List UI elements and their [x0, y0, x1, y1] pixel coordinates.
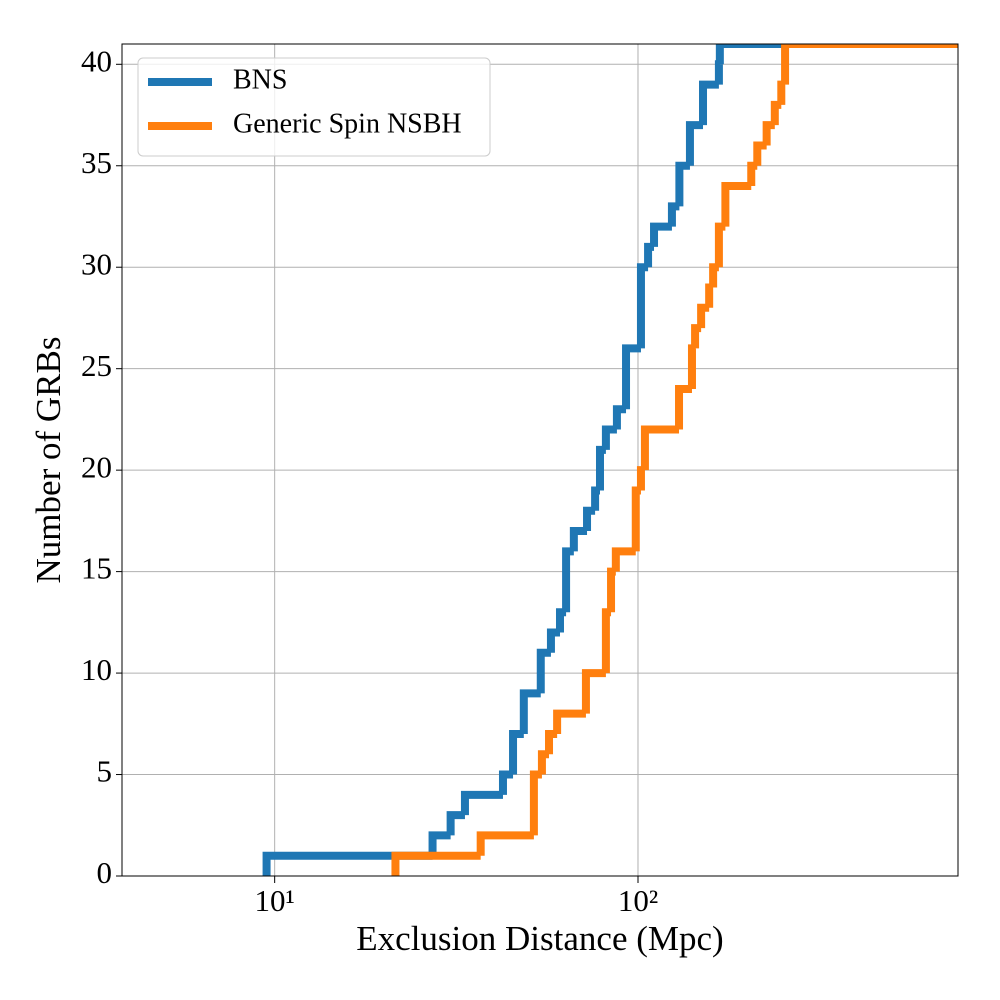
step [753, 141, 767, 166]
step [631, 486, 641, 552]
step [583, 506, 596, 532]
step [498, 770, 514, 795]
step [667, 202, 680, 227]
y-tick-label: 30 [81, 246, 112, 281]
step [675, 161, 690, 207]
y-tick-label: 0 [97, 855, 113, 890]
step [699, 80, 719, 126]
step [636, 263, 649, 349]
step [650, 222, 672, 247]
step [391, 851, 481, 876]
series [391, 44, 958, 876]
step [611, 547, 636, 572]
step [601, 608, 612, 674]
step [537, 750, 550, 775]
x-tick-label: 10¹ [255, 883, 295, 918]
step [697, 303, 710, 329]
step [715, 44, 958, 65]
y-tick-label: 5 [97, 754, 113, 789]
step [601, 425, 617, 450]
step [607, 567, 616, 613]
step [762, 121, 775, 146]
step [714, 222, 726, 268]
step [640, 425, 680, 471]
step [562, 547, 574, 613]
step [691, 324, 702, 349]
step [428, 831, 451, 856]
step [770, 100, 782, 126]
step [636, 466, 645, 491]
step [747, 161, 758, 187]
step [622, 344, 641, 410]
y-tick-label: 35 [81, 145, 112, 180]
x-axis-label: Exclusion Distance (Mpc) [356, 919, 723, 958]
step [546, 628, 560, 653]
y-tick-label: 25 [81, 348, 112, 383]
plot-frame [121, 43, 959, 877]
step [476, 831, 534, 856]
y-tick-label: 15 [81, 551, 112, 586]
step [446, 811, 465, 836]
y-tick-label: 40 [81, 43, 112, 78]
step [591, 486, 600, 511]
step [509, 729, 524, 775]
step [685, 121, 704, 166]
step [262, 851, 433, 876]
y-tick-label: 20 [81, 449, 112, 484]
x-tick-label: 10² [618, 883, 658, 918]
y-tick-label: 10 [81, 652, 112, 687]
legend-box [137, 57, 491, 157]
step [545, 729, 558, 755]
step [675, 384, 692, 430]
step [714, 60, 723, 85]
step [777, 80, 786, 105]
series [262, 44, 958, 876]
step [721, 182, 752, 227]
step [687, 344, 696, 389]
step [581, 669, 606, 714]
step [569, 527, 588, 552]
y-axis-label: Number of GRBs [29, 337, 68, 584]
step [595, 445, 606, 491]
step [781, 44, 958, 85]
legend-text: Generic Spin NSBH [233, 108, 462, 139]
step [536, 648, 551, 694]
step [519, 689, 541, 734]
step [612, 405, 627, 430]
step [460, 790, 503, 816]
step [705, 283, 714, 308]
step [555, 608, 567, 633]
legend-text: BNS [233, 64, 287, 95]
step [709, 263, 719, 288]
step [644, 242, 655, 268]
step [529, 770, 542, 836]
step [553, 709, 586, 734]
